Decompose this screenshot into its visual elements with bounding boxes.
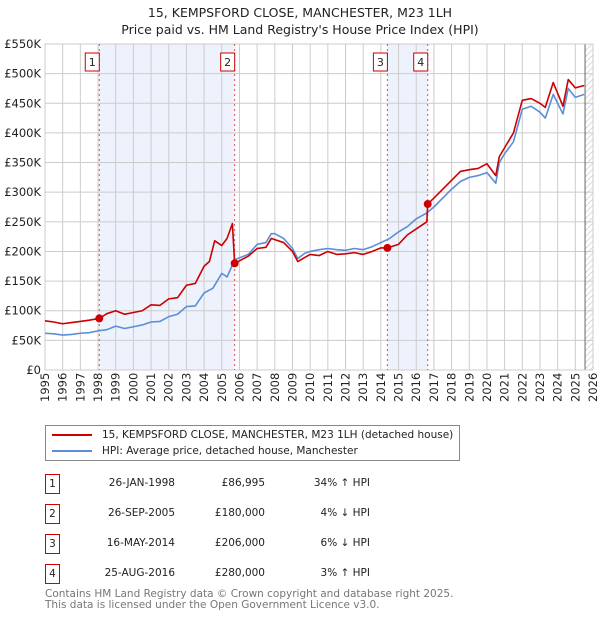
x-tick-label: 2019 — [462, 373, 476, 402]
x-tick-label: 2007 — [250, 373, 264, 402]
x-tick-label: 2001 — [144, 373, 158, 402]
x-tick-label: 1997 — [73, 373, 87, 402]
sale-date: 25-AUG-2016 — [104, 567, 175, 579]
sale-marker-number: 1 — [45, 474, 60, 494]
legend-line-blue — [52, 450, 92, 452]
sale-row: 1 26-JAN-1998 £86,995 34% ↑ HPI — [45, 474, 465, 494]
x-tick-label: 2013 — [356, 373, 370, 402]
legend-label-hpi: HPI: Average price, detached house, Manc… — [102, 445, 358, 457]
x-tick-label: 2017 — [427, 373, 441, 402]
sale-label-number: 4 — [417, 56, 424, 69]
x-tick-label: 2016 — [409, 373, 423, 402]
price-chart: £0 £50K £100K £150K £200K £250K £300K £350K £400… — [4, 37, 600, 402]
x-tick-label: 2018 — [445, 373, 459, 402]
sale-price: £206,000 — [214, 537, 265, 549]
x-tick-label: 1998 — [91, 373, 105, 402]
x-tick-label: 2024 — [551, 373, 565, 402]
legend-item-property: 15, KEMPSFORD CLOSE, MANCHESTER, M23 1LH… — [52, 427, 453, 443]
sale-point — [423, 200, 432, 209]
y-tick-label: £450K — [4, 96, 41, 110]
legend: 15, KEMPSFORD CLOSE, MANCHESTER, M23 1LH… — [45, 425, 460, 461]
sale-price: £280,000 — [214, 567, 265, 579]
sale-row: 3 16-MAY-2014 £206,000 6% ↓ HPI — [45, 534, 465, 554]
x-tick-label: 2023 — [533, 373, 547, 402]
y-tick-label: £50K — [12, 333, 42, 347]
legend-line-red — [52, 434, 92, 436]
y-tick-label: £350K — [4, 156, 41, 170]
y-tick-label: £0 — [26, 363, 41, 377]
x-tick-label: 2003 — [179, 373, 193, 402]
y-tick-label: £150K — [4, 274, 41, 288]
x-tick-label: 2006 — [232, 373, 246, 402]
sale-label-number: 2 — [224, 56, 231, 69]
x-tick-label: 1999 — [109, 373, 123, 402]
shaded-range — [99, 44, 235, 370]
sale-label-number: 3 — [377, 56, 384, 69]
y-tick-label: £250K — [4, 215, 41, 229]
sale-row: 2 26-SEP-2005 £180,000 4% ↓ HPI — [45, 504, 465, 524]
y-tick-label: £300K — [4, 185, 41, 199]
sale-point — [95, 314, 104, 323]
sale-hpi-diff: 4% ↓ HPI — [320, 507, 370, 519]
hpi-line — [44, 87, 585, 336]
sale-label-number: 1 — [89, 56, 96, 69]
x-tick-label: 2008 — [268, 373, 282, 402]
sale-point — [230, 259, 239, 268]
x-tick-label: 2004 — [197, 373, 211, 402]
legend-label-property: 15, KEMPSFORD CLOSE, MANCHESTER, M23 1LH… — [102, 429, 454, 441]
x-tick-label: 2000 — [126, 373, 140, 402]
x-tick-label: 1996 — [56, 373, 70, 402]
footer-licence: This data is licensed under the Open Gov… — [45, 599, 380, 611]
sale-hpi-diff: 3% ↑ HPI — [320, 567, 370, 579]
sale-label-box — [220, 52, 236, 72]
plot-border — [44, 43, 594, 371]
chart-subtitle: Price paid vs. HM Land Registry's House … — [121, 22, 479, 37]
sale-price: £180,000 — [214, 507, 265, 519]
sale-price: £86,995 — [221, 477, 265, 489]
footer-copyright: Contains HM Land Registry data © Crown c… — [45, 588, 454, 600]
sale-marker-number: 2 — [45, 504, 60, 524]
x-tick-label: 2026 — [586, 373, 600, 402]
x-tick-label: 1995 — [38, 373, 52, 402]
sale-date: 16-MAY-2014 — [106, 537, 175, 549]
sale-point — [383, 243, 392, 252]
x-tick-label: 2010 — [303, 373, 317, 402]
y-tick-label: £500K — [4, 67, 41, 81]
sale-label-box — [413, 52, 429, 72]
x-tick-label: 2022 — [515, 373, 529, 402]
x-tick-label: 2009 — [285, 373, 299, 402]
x-tick-label: 2021 — [498, 373, 512, 402]
y-tick-label: £100K — [4, 304, 41, 318]
sale-date: 26-JAN-1998 — [108, 477, 175, 489]
shaded-range — [387, 44, 428, 370]
x-tick-label: 2002 — [162, 373, 176, 402]
property-price-line — [44, 78, 585, 325]
y-tick-label: £200K — [4, 244, 41, 258]
x-tick-label: 2020 — [480, 373, 494, 402]
x-tick-label: 2014 — [374, 373, 388, 402]
sale-marker-number: 3 — [45, 534, 60, 554]
sale-label-box — [372, 52, 388, 72]
y-tick-label: £400K — [4, 126, 41, 140]
sale-marker-number: 4 — [45, 564, 60, 584]
x-tick-label: 2012 — [339, 373, 353, 402]
y-tick-label: £550K — [4, 37, 41, 51]
x-tick-label: 2015 — [392, 373, 406, 402]
sale-date: 26-SEP-2005 — [107, 507, 175, 519]
x-tick-label: 2011 — [321, 373, 335, 402]
x-tick-label: 2005 — [215, 373, 229, 402]
x-tick-label: 2025 — [568, 373, 582, 402]
sale-hpi-diff: 34% ↑ HPI — [313, 477, 370, 489]
sale-hpi-diff: 6% ↓ HPI — [320, 537, 370, 549]
chart-title: 15, KEMPSFORD CLOSE, MANCHESTER, M23 1LH — [147, 5, 453, 20]
legend-item-hpi: HPI: Average price, detached house, Manc… — [52, 443, 358, 459]
sale-row: 4 25-AUG-2016 £280,000 3% ↑ HPI — [45, 564, 465, 584]
forecast-hatch — [585, 44, 593, 370]
sale-label-box — [84, 52, 100, 72]
